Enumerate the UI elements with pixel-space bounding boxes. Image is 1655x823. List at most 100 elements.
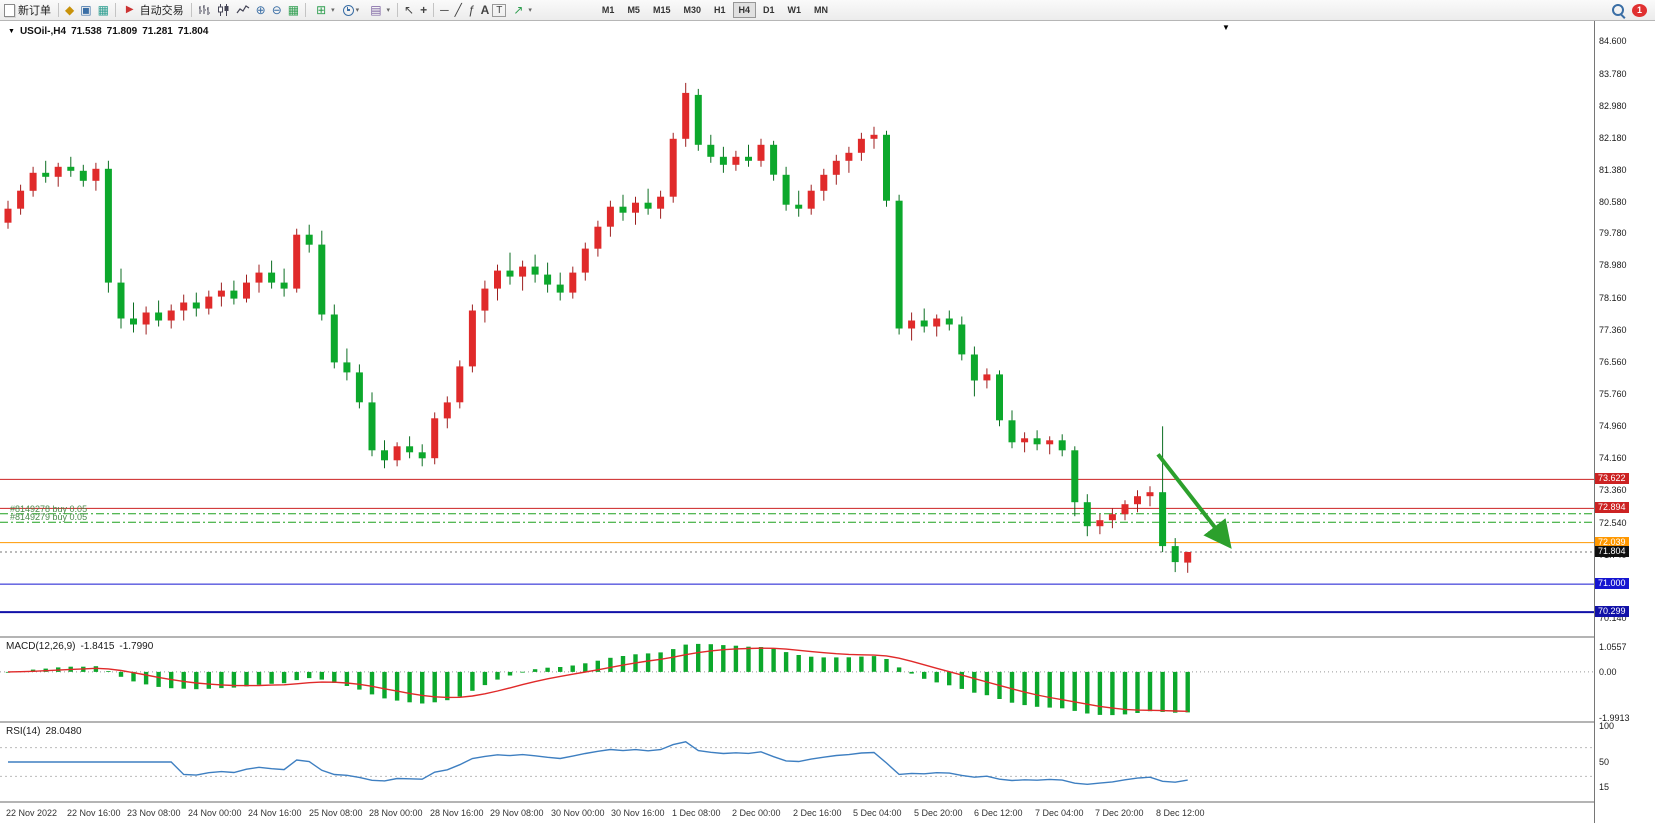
- timeframe-m5[interactable]: M5: [627, 5, 640, 15]
- toolbar-separator: [190, 3, 192, 17]
- candle: [205, 296, 213, 309]
- chart-shift-marker-icon[interactable]: ▼: [1222, 23, 1230, 32]
- time-axis-label: 7 Dec 04:00: [1035, 808, 1084, 818]
- text-label-tool-icon[interactable]: T: [492, 3, 507, 17]
- panel-separator[interactable]: [0, 636, 1655, 638]
- candle: [443, 402, 451, 419]
- time-axis[interactable]: 22 Nov 2022 22 Nov 16:00 23 Nov 08:00 24 No…: [0, 803, 1594, 823]
- chart-header: ▼ USOil-,H4 71.538 71.809 71.281 71.804: [8, 26, 208, 37]
- timeframe-m15[interactable]: M15: [652, 5, 671, 15]
- current-price-badge: 71.804: [1595, 546, 1629, 557]
- notification-badge[interactable]: 1: [1632, 3, 1647, 17]
- candle: [343, 362, 351, 373]
- trendline-icon[interactable]: ╱: [454, 3, 462, 17]
- templates-button[interactable]: ▤ ▾: [363, 1, 394, 19]
- macd-main-value: -1.8415: [80, 641, 115, 652]
- navigator-icon[interactable]: ▣: [80, 3, 92, 17]
- timeframe-mn[interactable]: MN: [814, 5, 829, 15]
- chart-open: 71.538: [71, 26, 102, 37]
- shapes-button[interactable]: ↗ ▾: [506, 1, 536, 19]
- candle: [694, 94, 702, 145]
- time-axis-label: 22 Nov 16:00: [67, 808, 121, 818]
- candle: [481, 288, 489, 311]
- timeframe-d1[interactable]: D1: [763, 5, 775, 15]
- price-axis-tick: 70.140: [1599, 613, 1627, 623]
- horizontal-line-icon[interactable]: ─: [440, 3, 449, 17]
- text-tool-icon[interactable]: A: [480, 3, 490, 17]
- timeframe-h1[interactable]: H1: [713, 5, 726, 15]
- price-level-badge: 70.299: [1595, 606, 1629, 617]
- candle: [1071, 450, 1079, 503]
- toolbar-separator: [305, 3, 307, 17]
- rsi-panel-canvas[interactable]: [0, 723, 1594, 801]
- indicators-button[interactable]: ⊞ ▾: [309, 1, 339, 19]
- candle: [745, 156, 752, 161]
- auto-trading-button[interactable]: ▶ 自动交易: [119, 1, 188, 19]
- candle: [945, 318, 953, 325]
- candle: [42, 172, 50, 177]
- time-axis-label: 2 Dec 00:00: [732, 808, 781, 818]
- candle: [606, 206, 614, 227]
- timeframe-w1[interactable]: W1: [787, 5, 802, 15]
- candle: [155, 312, 163, 321]
- chart-menu-icon[interactable]: ▼: [8, 28, 15, 35]
- price-axis-tick: 73.360: [1599, 485, 1627, 495]
- candle: [544, 274, 552, 285]
- line-chart-icon[interactable]: [233, 4, 253, 16]
- candlestick-chart-icon[interactable]: [214, 4, 233, 16]
- market-watch-icon[interactable]: ◆: [65, 3, 75, 17]
- candle: [1096, 520, 1104, 527]
- auto-trading-label: 自动交易: [139, 5, 184, 17]
- fibonacci-icon[interactable]: ƒ: [467, 3, 475, 17]
- candle: [820, 174, 828, 191]
- candle: [393, 446, 401, 461]
- time-axis-label: 24 Nov 16:00: [248, 808, 302, 818]
- arrow-shape-icon: ↗: [513, 3, 524, 17]
- main-chart-canvas[interactable]: #8149278 buy 0.05#8149279 buy 0.05: [0, 21, 1594, 636]
- crosshair-icon[interactable]: +: [420, 3, 428, 17]
- cursor-icon[interactable]: ↖: [404, 3, 415, 17]
- price-axis-tick: 72.540: [1599, 518, 1627, 528]
- panel-separator: [0, 801, 1655, 803]
- candle: [983, 374, 991, 381]
- toolbar-right-group: 1: [1612, 3, 1647, 17]
- candle: [355, 372, 363, 403]
- macd-axis-tick: -1.9913: [1599, 713, 1630, 723]
- candle: [406, 446, 414, 453]
- candle: [682, 92, 690, 139]
- candle: [782, 174, 790, 205]
- price-axis[interactable]: 84.600 83.780 82.980 82.180 81.380 80.580 79.7…: [1594, 21, 1655, 823]
- arrow-annotation[interactable]: [1156, 453, 1232, 549]
- candle: [368, 402, 376, 451]
- candle: [807, 190, 815, 209]
- panel-separator[interactable]: [0, 721, 1655, 723]
- chart-high: 71.809: [106, 26, 138, 37]
- bar-chart-icon[interactable]: [195, 4, 214, 16]
- price-level-badge: 71.000: [1595, 578, 1629, 589]
- add-indicator-icon: ⊞: [316, 3, 327, 17]
- zoom-in-icon[interactable]: ⊕: [255, 3, 266, 17]
- toolbar-separator: [58, 3, 59, 17]
- candle: [883, 134, 890, 201]
- price-axis-tick: 83.780: [1599, 69, 1627, 79]
- zoom-out-icon[interactable]: ⊖: [271, 3, 282, 17]
- macd-panel-canvas[interactable]: [0, 638, 1594, 721]
- time-axis-label: 6 Dec 12:00: [974, 808, 1023, 818]
- price-axis-tick: 74.960: [1599, 421, 1627, 431]
- terminal-icon[interactable]: ▦: [97, 3, 109, 17]
- timeframe-m1[interactable]: M1: [601, 5, 615, 15]
- new-order-button[interactable]: 新订单: [0, 1, 55, 19]
- periods-button[interactable]: ▾: [339, 1, 364, 19]
- timeframe-m30[interactable]: M30: [683, 5, 701, 15]
- candle: [1108, 514, 1116, 521]
- tile-windows-icon[interactable]: ▦: [287, 3, 300, 17]
- timeframe-h4[interactable]: H4: [732, 2, 757, 18]
- candle: [381, 450, 388, 461]
- search-icon[interactable]: [1612, 4, 1624, 16]
- candle: [4, 208, 12, 223]
- candle: [494, 270, 501, 289]
- candle: [1021, 438, 1029, 443]
- time-axis-label: 24 Nov 00:00: [188, 808, 242, 818]
- time-axis-label: 8 Dec 12:00: [1156, 808, 1205, 818]
